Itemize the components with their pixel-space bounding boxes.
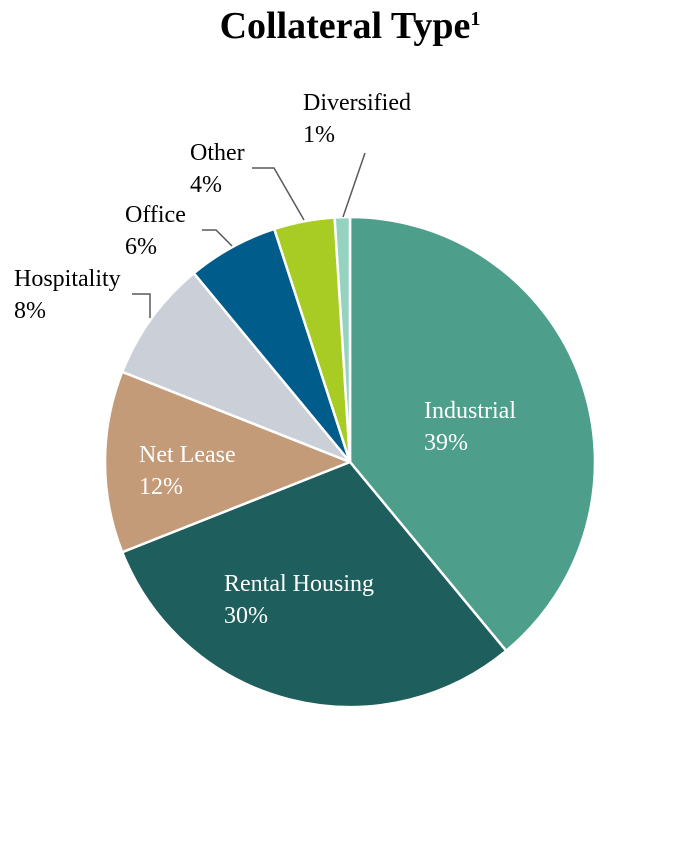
slice-value-industrial: 39% bbox=[424, 430, 468, 456]
slice-label-diversified: Diversified bbox=[303, 90, 411, 116]
slice-value-diversified: 1% bbox=[303, 122, 335, 148]
leader-line-office bbox=[202, 229, 233, 247]
slice-label-rental-housing: Rental Housing bbox=[224, 571, 374, 597]
pie-slice-rental-housing bbox=[120, 460, 508, 709]
slice-label-industrial: Industrial bbox=[424, 398, 516, 424]
slice-label-hospitality: Hospitality bbox=[14, 266, 121, 292]
chart-title-text: Collateral Type bbox=[219, 5, 471, 47]
slice-label-office: Office bbox=[125, 202, 186, 228]
slice-value-net-lease: 12% bbox=[139, 474, 183, 500]
leader-line-diversified bbox=[342, 152, 366, 218]
pie-slice-diversified bbox=[333, 215, 352, 464]
pie-slice-net-lease bbox=[103, 370, 352, 554]
chart-title: Collateral Type1 bbox=[0, 4, 700, 48]
pie-slice-hospitality bbox=[120, 271, 352, 464]
leader-line-hospitality bbox=[132, 293, 151, 318]
chart-title-footnote: 1 bbox=[470, 8, 481, 30]
slice-value-hospitality: 8% bbox=[14, 298, 46, 324]
leader-line-other bbox=[252, 167, 305, 221]
slice-label-other: Other bbox=[190, 140, 245, 166]
slice-label-net-lease: Net Lease bbox=[139, 442, 236, 468]
slice-value-rental-housing: 30% bbox=[224, 603, 268, 629]
pie-slice-industrial bbox=[348, 215, 597, 653]
slice-value-other: 4% bbox=[190, 172, 222, 198]
slice-value-office: 6% bbox=[125, 234, 157, 260]
